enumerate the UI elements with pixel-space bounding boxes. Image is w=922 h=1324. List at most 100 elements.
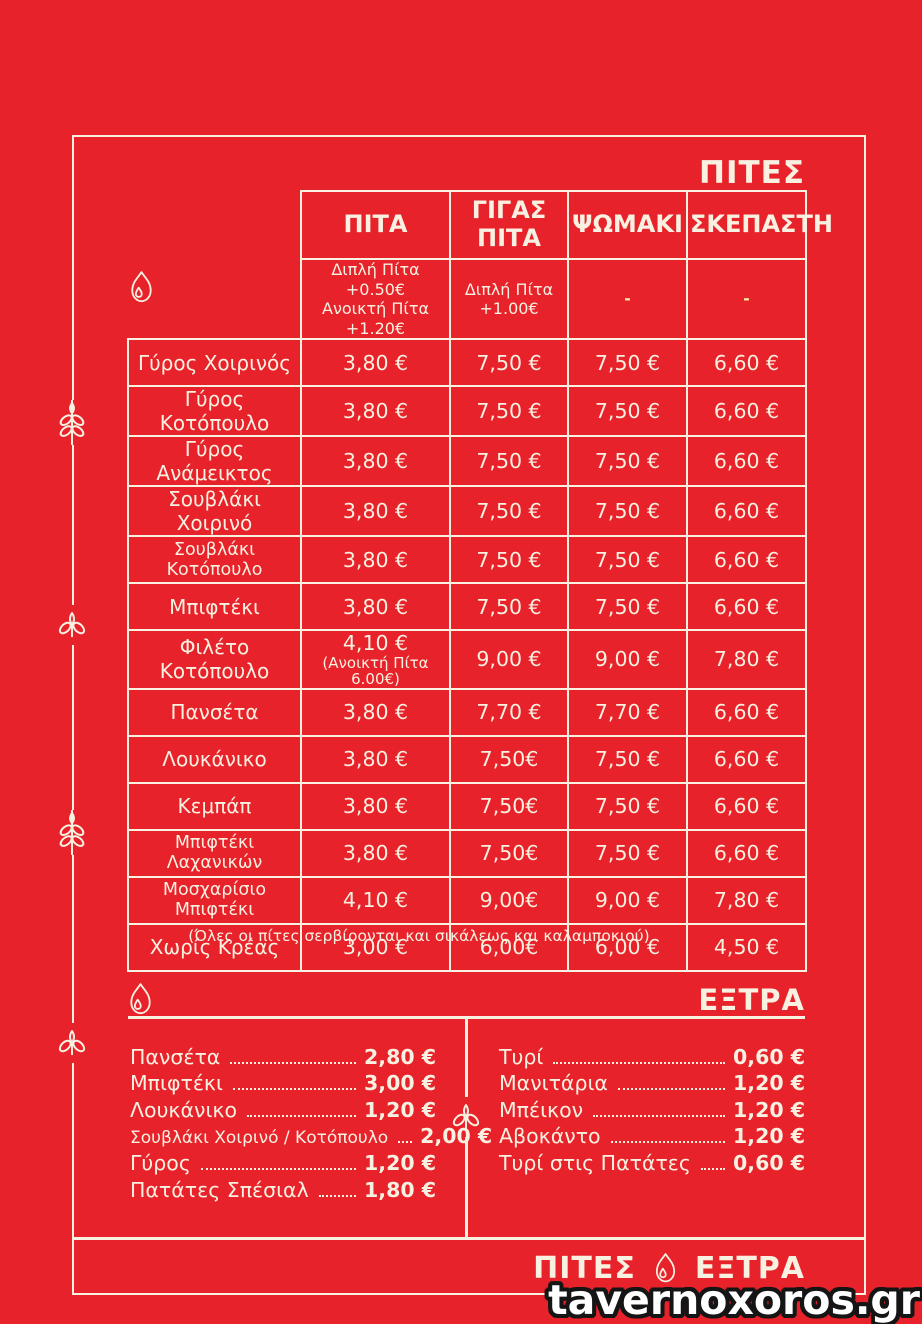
price-cell: 4,10 € (300, 875, 451, 925)
pites-price-table: ΠΙΤΑ ΓΙΓΑΣ ΠΙΤΑ ΨΩΜΑΚΙ ΣΚΕΠΑΣΤΗ Διπλή Πίτα +… (127, 190, 833, 972)
dish-name-cell: Γύρος Χοιρινός (127, 338, 302, 388)
price-value: 3,80 € (342, 449, 409, 474)
price-value: 7,50 € (476, 594, 542, 619)
extra-item-label: Μπιφτέκι (130, 1071, 223, 1096)
column-note-line: Διπλή Πίτα +0.50€ (331, 260, 420, 299)
price-value: 6,60 € (713, 700, 780, 725)
dotted-leader (232, 1088, 357, 1091)
extra-item-label: Τυρί στις Πατάτες (499, 1150, 691, 1175)
price-cell: 9,00€ (449, 875, 569, 925)
dish-name-cell: Μπιφτέκι (127, 582, 302, 632)
price-value: 9,00 € (594, 888, 661, 913)
dish-name-cell: Κεμπάπ (127, 781, 302, 831)
dotted-leader (553, 1061, 726, 1064)
table-subheader-row: Διπλή Πίτα +0.50€ Ανοικτή Πίτα +1.20€ Διπλ… (128, 257, 807, 341)
price-value: 7,50 € (476, 547, 542, 572)
empty-corner-cell (128, 259, 301, 339)
dotted-leader (398, 1141, 413, 1144)
extra-item-label: Γύρος (130, 1150, 191, 1175)
extra-item: Μπέικον 1,20 € (499, 1095, 805, 1122)
price-cell: 7,50 € (449, 582, 569, 632)
price-value: 6,60 € (713, 399, 780, 424)
extra-item: Λουκάνικο 1,20 € (130, 1095, 436, 1122)
extra-list-right: Τυρί 0,60 € Μανιτάρια 1,20 € Μπέικον 1,20 € Αβ… (499, 1042, 805, 1175)
price-cell: 7,50 € (449, 535, 569, 585)
price-value: 7,50 € (476, 399, 542, 424)
price-cell: 3,80 € (300, 385, 451, 438)
column-header: ΣΚΕΠΑΣΤΗ (686, 190, 833, 260)
extra-item: Σουβλάκι Χοιρινό / Κοτόπουλο 2,00 € (130, 1122, 492, 1149)
price-cell: 7,50 € (567, 781, 688, 831)
price-cell: 7,80 € (686, 875, 807, 925)
footer-pites-label: ΠΙΤΕΣ (533, 1250, 636, 1286)
price-cell: 7,50 € (449, 485, 569, 538)
price-value: 6,60 € (713, 841, 780, 866)
dotted-leader (200, 1167, 357, 1170)
table-row: Γύρος Χοιρινός 3,80 € 7,50 € 7,50 € 6,60 € (127, 338, 807, 388)
table-row: Σουβλάκι Κοτόπουλο 3,80 € 7,50 € 7,50 € 6,60… (127, 535, 807, 585)
price-value: 7,70 € (476, 700, 542, 725)
price-value: 3,80 € (342, 399, 409, 424)
price-cell: 7,80 € (686, 629, 807, 690)
price-value: 6,60 € (713, 547, 780, 572)
price-value: 6,00€ (479, 935, 539, 960)
price-cell: 3,80 € (300, 828, 451, 878)
price-value: 6,60 € (713, 747, 780, 772)
extra-item-price: 2,00 € (420, 1124, 493, 1149)
extra-item: Τυρί 0,60 € (499, 1042, 805, 1069)
price-value: 3,80 € (342, 350, 409, 375)
dotted-leader (247, 1114, 357, 1117)
footer-extra-label: ΕΞΤΡΑ (694, 1250, 805, 1286)
extra-item-price: 1,20 € (364, 1150, 436, 1175)
price-cell: 9,00 € (567, 875, 688, 925)
price-cell: 3,80 € (300, 781, 451, 831)
table-header-row: ΠΙΤΑ ΓΙΓΑΣ ΠΙΤΑ ΨΩΜΑΚΙ ΣΚΕΠΑΣΤΗ (128, 190, 833, 260)
table-row: Φιλέτο Κοτόπουλο 4,10 € (Ανοικτή Πίτα 6.00… (127, 629, 807, 690)
price-cell: 4,50 € (686, 922, 807, 972)
price-value: 7,50 € (594, 499, 661, 524)
price-value: 7,50 € (594, 794, 661, 819)
flame-icon (651, 1252, 679, 1284)
price-value: 3,80 € (342, 794, 409, 819)
price-value: 7,50 € (594, 747, 661, 772)
extra-list-left: Πανσέτα 2,80 € Μπιφτέκι 3,00 € Λουκάνικο 1,20… (130, 1042, 492, 1202)
extra-item-price: 1,20 € (733, 1071, 805, 1096)
column-header: ΨΩΜΑΚΙ (567, 190, 688, 260)
extra-item-label: Σουβλάκι Χοιρινό / Κοτόπουλο (130, 1128, 389, 1149)
price-value: 7,50 € (594, 350, 661, 375)
price-cell: 7,50 € (567, 734, 688, 784)
table-row: Σουβλάκι Χοιρινό 3,80 € 7,50 € 7,50 € 6,60 € (127, 485, 807, 538)
table-row: Πανσέτα 3,80 € 7,70 € 7,70 € 6,60 € (127, 687, 807, 737)
column-note-line: +1.00€ (479, 299, 539, 319)
column-note-line: Ανοικτή Πίτα +1.20€ (322, 299, 429, 338)
price-cell: 6,60 € (686, 781, 807, 831)
price-value: 3,80 € (342, 499, 409, 524)
price-cell: 9,00 € (567, 629, 688, 690)
price-cell: 7,50 € (567, 535, 688, 585)
price-cell: 7,50 € (567, 582, 688, 632)
extra-item-price: 3,00 € (364, 1071, 436, 1096)
wheat-icon (58, 810, 86, 855)
price-cell: 6,60 € (686, 338, 807, 388)
price-cell: 7,50 € (567, 338, 688, 388)
extra-item: Πατάτες Σπέσιαλ 1,80 € (130, 1175, 436, 1202)
extra-item: Αβοκάντο 1,20 € (499, 1122, 805, 1148)
price-value: 6,00 € (594, 935, 661, 960)
column-header: ΓΙΓΑΣ ΠΙΤΑ (449, 190, 569, 260)
price-value: 6,60 € (713, 794, 780, 819)
empty-corner-cell (128, 191, 301, 259)
price-cell: 6,60 € (686, 485, 807, 538)
column-note-line: Διπλή Πίτα (464, 279, 554, 299)
price-cell: 6,00 € (567, 922, 688, 972)
price-cell: 7,50 € (449, 385, 569, 438)
price-cell: 7,50 € (567, 828, 688, 878)
dotted-leader (610, 1141, 726, 1144)
price-value: 7,80 € (713, 888, 780, 913)
table-row: Γύρος Ανάμεικτος 3,80 € 7,50 € 7,50 € 6,60 € (127, 435, 807, 488)
column-note-line: - (624, 289, 631, 309)
column-note: - (686, 257, 807, 341)
extra-item-label: Μανιτάρια (499, 1071, 608, 1096)
footer: ΠΙΤΕΣ ΕΞΤΡΑ (533, 1245, 805, 1291)
extra-item-label: Λουκάνικο (130, 1097, 238, 1122)
